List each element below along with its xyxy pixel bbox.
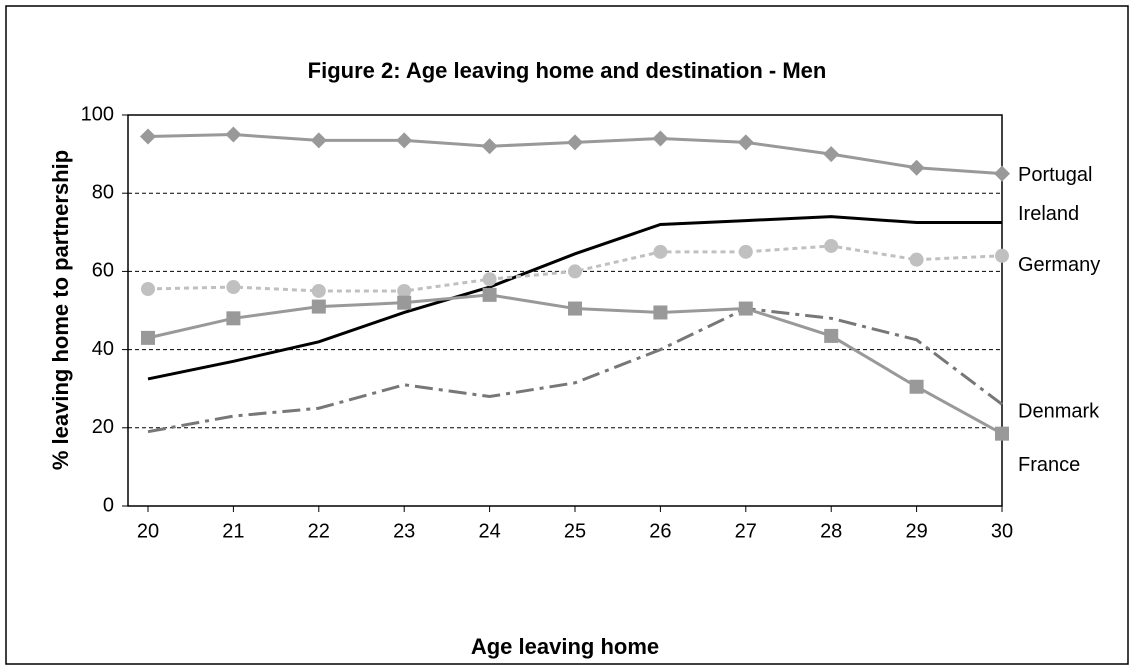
point <box>995 426 1009 441</box>
point <box>226 280 241 295</box>
point <box>652 130 669 147</box>
point <box>482 272 497 287</box>
chart-title: Figure 2: Age leaving home and destinati… <box>308 58 827 83</box>
point <box>908 159 925 176</box>
point <box>226 311 241 326</box>
series-line <box>147 307 1003 434</box>
x-tick-label: 20 <box>137 520 159 542</box>
point <box>738 301 753 316</box>
y-tick-label: 60 <box>92 260 114 282</box>
series-label: Denmark <box>1018 401 1100 423</box>
point <box>140 128 156 145</box>
x-tick-label: 21 <box>222 520 244 542</box>
point <box>225 126 242 143</box>
point <box>310 132 327 149</box>
point <box>482 287 497 302</box>
point <box>397 283 412 298</box>
point <box>568 301 582 316</box>
point <box>909 379 924 394</box>
series-label: France <box>1018 454 1080 476</box>
y-tick-label: 80 <box>92 181 114 203</box>
point <box>653 305 668 320</box>
point <box>994 165 1010 182</box>
x-tick-label: 26 <box>649 520 671 542</box>
series-line <box>147 244 1003 293</box>
point <box>995 248 1009 263</box>
series-label: Ireland <box>1018 203 1079 225</box>
x-tick-label: 24 <box>478 520 500 542</box>
x-tick-label: 25 <box>564 520 586 542</box>
y-tick-label: 100 <box>81 103 114 125</box>
plot-frame <box>127 114 1003 507</box>
point <box>481 138 498 155</box>
chart-frame <box>5 5 1129 665</box>
y-tick-label: 20 <box>92 416 114 438</box>
point <box>738 244 753 259</box>
point <box>396 132 413 149</box>
point <box>567 134 583 151</box>
y-tick-label: 0 <box>103 494 114 516</box>
x-tick-label: 29 <box>905 520 927 542</box>
point <box>141 281 155 296</box>
point <box>568 264 582 279</box>
x-tick-label: 23 <box>393 520 415 542</box>
series-label: Germany <box>1018 254 1100 276</box>
series-label: Portugal <box>1018 164 1093 186</box>
point <box>141 330 155 345</box>
point <box>909 252 924 267</box>
point <box>397 295 412 310</box>
point <box>653 244 668 259</box>
x-tick-label: 27 <box>735 520 757 542</box>
point <box>824 238 839 253</box>
point <box>737 134 754 151</box>
y-tick-label: 40 <box>92 338 114 360</box>
series-line <box>147 215 1002 381</box>
x-tick-label: 28 <box>820 520 842 542</box>
point <box>311 299 326 314</box>
x-axis-label: Age leaving home <box>471 634 659 659</box>
point <box>824 328 839 343</box>
point <box>311 283 326 298</box>
y-axis-label: % leaving home to partnership <box>48 150 73 470</box>
x-tick-label: 30 <box>991 520 1013 542</box>
x-tick-label: 22 <box>308 520 330 542</box>
point <box>823 146 840 163</box>
